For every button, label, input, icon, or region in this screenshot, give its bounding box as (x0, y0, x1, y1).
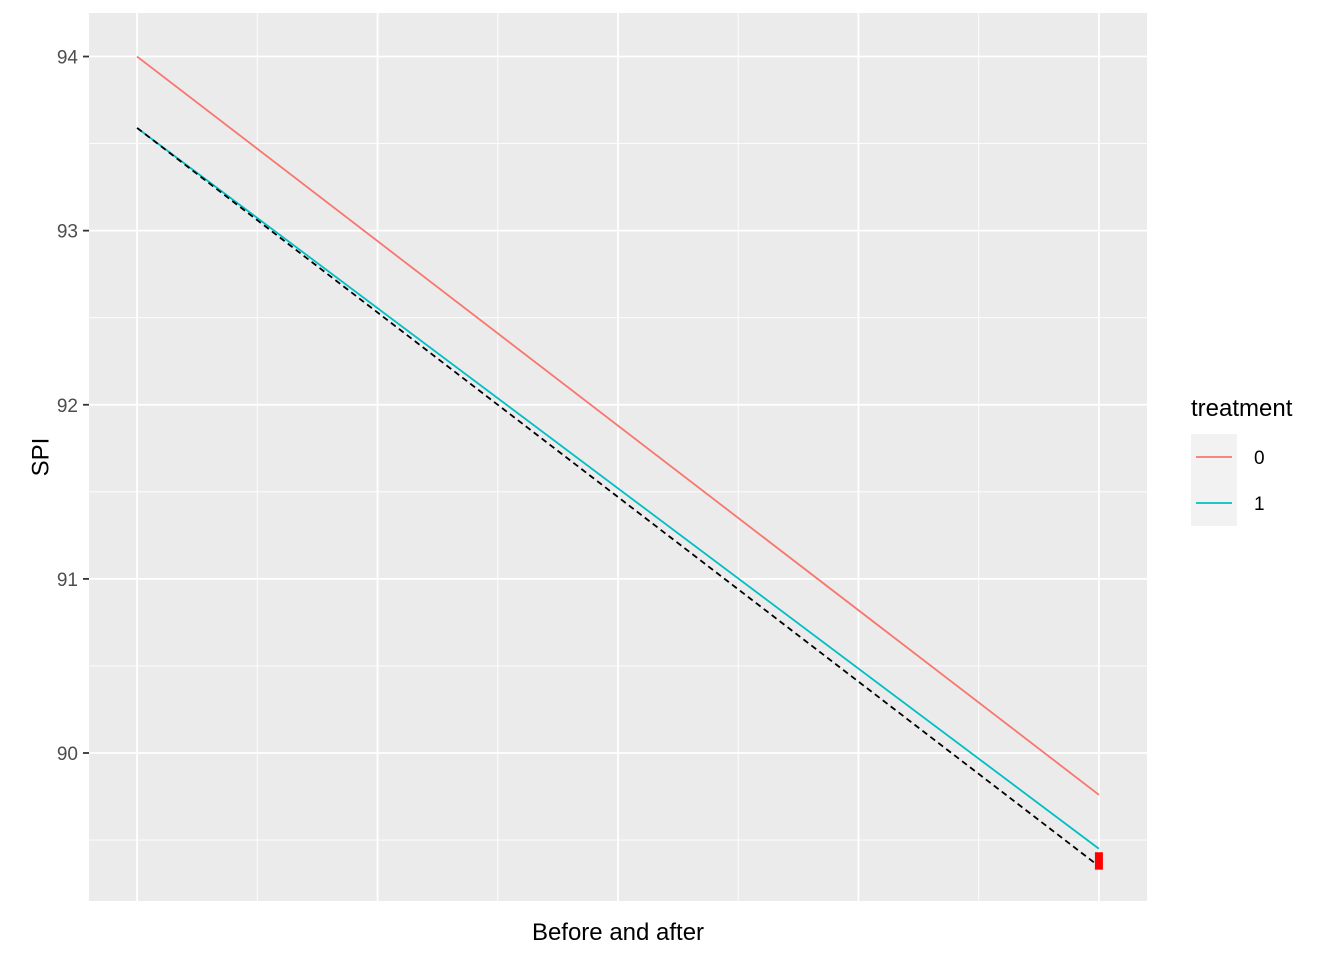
plot-panel (89, 13, 1147, 901)
y-axis-title: SPI (27, 438, 54, 477)
series-line-0 (136, 55, 1100, 796)
y-tick-label: 90 (57, 744, 78, 765)
legend-title: treatment (1191, 395, 1293, 422)
y-tick-label: 94 (57, 48, 79, 69)
counterfactual-line (136, 127, 1100, 867)
y-tick-label: 91 (57, 570, 78, 591)
legend: treatment 0 1 (1191, 395, 1293, 526)
y-axis: 90 91 92 93 94 (57, 48, 89, 765)
legend-label: 1 (1254, 494, 1265, 515)
y-tick-label: 93 (57, 222, 78, 243)
legend-label: 0 (1254, 448, 1265, 469)
series-line-1 (136, 127, 1100, 850)
x-axis-title: Before and after (532, 919, 704, 946)
y-tick-label: 92 (57, 396, 78, 417)
